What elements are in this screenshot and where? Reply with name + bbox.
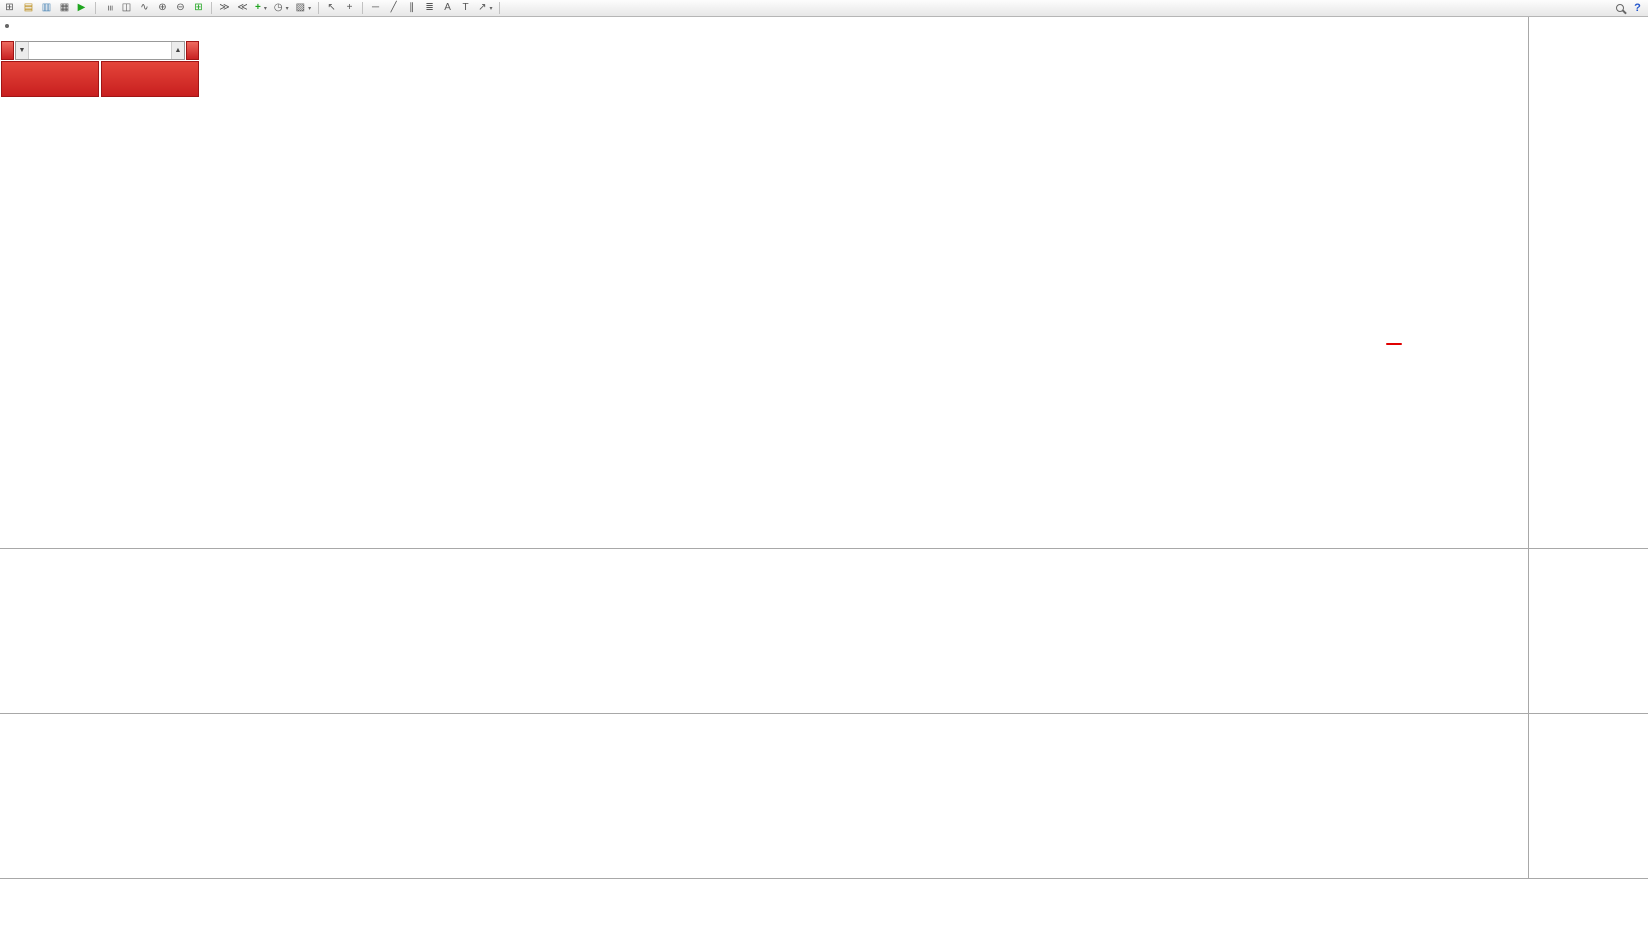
channel-icon: ∥ (409, 2, 415, 13)
toolbar-separator (362, 2, 364, 14)
tile-windows-icon: ⊞ (194, 2, 203, 13)
market-watch-button[interactable]: ▥ (38, 1, 55, 16)
volume-input[interactable] (29, 42, 171, 59)
chart-bullet-icon (5, 24, 9, 28)
time-axis[interactable] (0, 879, 1528, 898)
trendline-icon: ╱ (390, 2, 397, 13)
auto-scroll-button[interactable]: ≫ (216, 1, 233, 16)
text-button[interactable]: A (439, 1, 456, 16)
crosshair-button[interactable]: + (341, 1, 358, 16)
help-button[interactable]: ? (1629, 1, 1646, 16)
autotrade-button[interactable]: ▶ (74, 1, 91, 16)
toolbar-separator (499, 2, 501, 14)
indicators-plus-icon: + (255, 2, 261, 13)
buy-price-tile[interactable] (101, 61, 199, 97)
volume-increase-button[interactable]: ▲ (171, 42, 184, 59)
bar-chart-button[interactable]: ≡ (100, 1, 117, 16)
chevron-down-icon: ▾ (263, 5, 267, 12)
time-axis-border (0, 878, 1648, 879)
trendline-button[interactable]: ╱ (385, 1, 402, 16)
volume-control: ▼ ▲ (15, 41, 185, 60)
indicators-button[interactable]: + ▾ (252, 1, 270, 16)
chart-macd-splitter[interactable] (0, 548, 1648, 549)
crosshair-icon: + (346, 2, 353, 13)
bar-chart-icon: ≡ (103, 5, 115, 11)
text-label-button[interactable]: T (457, 1, 474, 16)
fibonacci-button[interactable]: ≣ (421, 1, 438, 16)
templates-button[interactable]: ▨ ▾ (293, 1, 314, 16)
line-chart-icon: ∿ (140, 2, 149, 13)
market-watch-icon: ▥ (41, 2, 52, 13)
channel-button[interactable]: ∥ (403, 1, 420, 16)
horizontal-line-button[interactable]: ─ (367, 1, 384, 16)
cursor-button[interactable]: ↖ (323, 1, 340, 16)
new-order-button[interactable]: ⊞ (2, 1, 19, 16)
toolbar-separator (211, 2, 212, 14)
periods-button[interactable]: ◷ ▾ (271, 1, 292, 16)
volume-decrease-button[interactable]: ▼ (16, 42, 29, 59)
price-callout-label[interactable] (1386, 343, 1402, 345)
toolbar-separator (318, 2, 320, 14)
chart-shift-icon: ≪ (237, 2, 248, 13)
chart-window-icon: ▤ (23, 2, 34, 13)
candlestick-chart-icon: ◫ (121, 2, 132, 13)
template-icon: ▨ (295, 2, 306, 13)
main-toolbar: ⊞ ▤ ▥ ▦ ▶ ≡ ◫ ∿ ⊕ ⊖ ⊞ ≫ ≪ + ▾ ◷ ▾ ▨ ▾ ↖ + ─… (0, 0, 1648, 17)
tile-windows-button[interactable]: ⊞ (190, 1, 207, 16)
sell-button[interactable] (1, 41, 14, 60)
chart-window-button[interactable]: ▤ (20, 1, 37, 16)
new-order-icon: ⊞ (5, 2, 14, 13)
zoom-out-button[interactable]: ⊖ (172, 1, 189, 16)
autotrade-play-icon: ▶ (77, 2, 86, 13)
chevron-down-icon: ▾ (308, 5, 312, 12)
shapes-button[interactable]: ↗ ▾ (475, 1, 495, 16)
clock-icon: ◷ (273, 2, 283, 13)
line-chart-button[interactable]: ∿ (136, 1, 153, 16)
zoom-in-button[interactable]: ⊕ (154, 1, 171, 16)
text-icon: A (444, 2, 451, 13)
sell-price-tile[interactable] (1, 61, 99, 97)
search-icon (1615, 4, 1624, 12)
zoom-out-icon: ⊖ (176, 2, 185, 13)
search-button[interactable] (1611, 1, 1628, 16)
buy-button[interactable] (186, 41, 199, 60)
help-icon: ? (1634, 2, 1641, 14)
toolbar-separator (95, 2, 96, 14)
price-axis[interactable] (1528, 17, 1648, 878)
auto-scroll-icon: ≫ (219, 2, 230, 13)
one-click-trading-panel: ▼ ▲ (1, 41, 199, 97)
chevron-down-icon: ▾ (489, 5, 493, 12)
macd-rsi-splitter[interactable] (0, 713, 1648, 714)
fibonacci-icon: ≣ (425, 2, 434, 13)
chevron-down-icon: ▾ (285, 5, 289, 12)
arrow-shape-icon: ↗ (478, 2, 487, 13)
symbol-info (5, 24, 44, 28)
navigator-button[interactable]: ▦ (56, 1, 73, 16)
chart-shift-button[interactable]: ≪ (234, 1, 251, 16)
zoom-in-icon: ⊕ (158, 2, 167, 13)
horizontal-line-icon: ─ (372, 2, 380, 13)
navigator-icon: ▦ (59, 2, 70, 13)
price-axis-border (1528, 17, 1529, 878)
candlestick-chart-button[interactable]: ◫ (118, 1, 135, 16)
cursor-icon: ↖ (327, 2, 336, 13)
text-label-icon: T (462, 2, 469, 13)
